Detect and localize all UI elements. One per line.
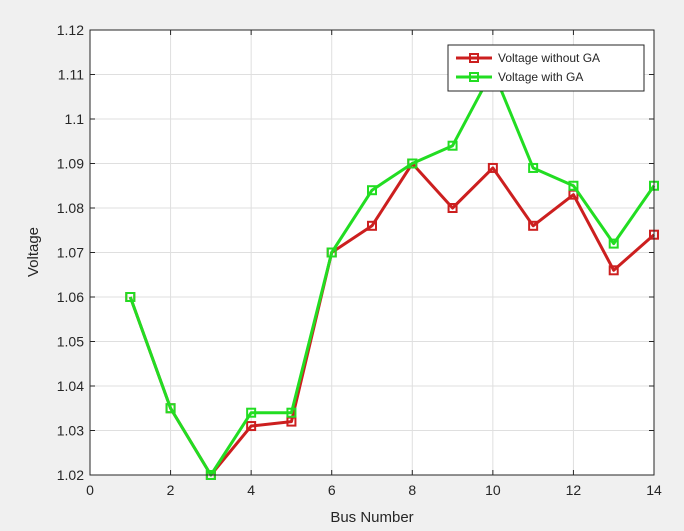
legend-swatch-marker [469,72,479,82]
series-2-marker [125,292,136,302]
legend-entry-label: Voltage without GA [498,51,600,65]
series-2-marker [165,403,176,414]
y-axis-label: Voltage [25,227,42,277]
series-2-marker [568,180,579,191]
y-tick-label: 1.1 [65,111,85,127]
y-tick-label: 1.06 [57,289,84,305]
series-2-marker [608,238,619,249]
legend: Voltage without GA Voltage with GA [447,44,645,92]
y-tick-label: 1.12 [57,22,84,38]
x-tick-label: 0 [86,482,94,498]
x-tick-label: 6 [328,482,336,498]
y-tick-label: 1.07 [57,245,84,261]
series-1-marker [487,162,498,173]
y-tick-label: 1.08 [57,200,84,216]
series-1-marker [528,220,539,231]
series-2-marker [447,140,458,151]
series-2-marker [326,247,337,258]
x-tick-label: 8 [408,482,416,498]
x-tick-label: 14 [646,482,662,498]
series-line-2 [128,68,656,477]
x-tick-label: 4 [247,482,255,498]
x-axis-label: Bus Number [330,509,413,526]
series-1-marker [367,220,377,231]
series-group [125,65,659,480]
series-2-marker [528,162,539,173]
x-tick-label: 2 [167,482,175,498]
x-tick-label: 12 [566,482,582,498]
series-2-marker [286,407,297,418]
legend-box [447,44,645,92]
y-tick-label: 1.02 [57,467,84,483]
legend-swatch-marker [469,53,479,63]
y-tick-label: 1.04 [57,378,84,394]
series-1-marker [608,265,619,276]
y-tick-label: 1.03 [57,423,84,439]
x-tick-label: 10 [485,482,501,498]
y-tick-label: 1.11 [58,67,84,83]
series-2-marker [246,407,257,418]
series-2-marker [367,185,377,196]
series-1-marker [447,203,458,213]
legend-entry-label: Voltage with GA [498,70,583,84]
y-tick-label: 1.05 [57,334,84,350]
ticks: 0 2 4 6 8 10 12 14 1.02 1.03 1.04 1.05 1.06 1.07 1.08 1… [57,22,662,498]
series-2-marker [407,158,418,169]
y-tick-label: 1.09 [57,156,84,172]
series-1-marker [246,421,257,432]
